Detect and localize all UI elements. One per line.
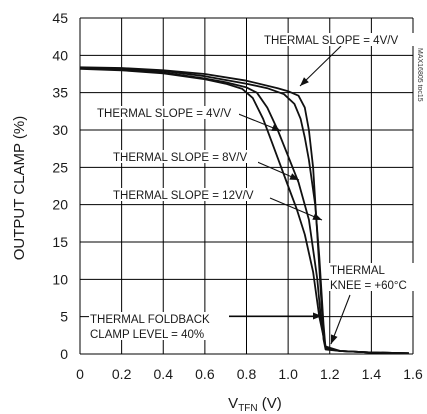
x-tick-label: 1.2 <box>320 366 340 382</box>
y-axis-title: OUTPUT CLAMP (%) <box>11 116 28 260</box>
y-tick-label: 5 <box>60 309 68 325</box>
series-curves <box>79 66 409 355</box>
annotation-thermal: THERMAL <box>330 265 386 277</box>
annotation-slope-4-top: THERMAL SLOPE = 4V/V <box>264 35 398 47</box>
x-axis-title: VTFN (V) <box>228 395 282 414</box>
x-tick-label: 1.6 <box>403 366 423 382</box>
y-tick-label: 40 <box>52 47 68 63</box>
y-tick-label: 0 <box>60 346 68 362</box>
annotation-foldback: THERMAL FOLDBACK <box>90 314 210 326</box>
x-tick-labels: 0 0.2 0.4 0.6 0.8 1.0 1.2 1.4 1.6 <box>76 366 423 382</box>
annotation-clamp-level: CLAMP LEVEL = 40% <box>90 329 204 341</box>
y-tick-label: 45 <box>52 10 68 26</box>
x-tick-label: 1.4 <box>362 366 382 382</box>
leader-foldback <box>229 312 322 320</box>
series-line-4 <box>79 67 409 355</box>
leader-slope-12 <box>269 197 323 221</box>
x-tick-label: 0.2 <box>112 366 132 382</box>
annotation-leaders <box>229 45 351 345</box>
x-axis-title-subscript: TFN <box>238 403 257 414</box>
x-axis-title-unit: (V) <box>258 395 282 412</box>
annotation-slope-12: THERMAL SLOPE = 12V/V <box>113 190 254 202</box>
y-tick-label: 25 <box>52 159 68 175</box>
y-tick-label: 35 <box>52 85 68 101</box>
annotation-slope-8: THERMAL SLOPE = 8V/V <box>113 152 247 164</box>
leader-slope-4 <box>235 112 282 132</box>
x-tick-label: 0.4 <box>154 366 174 382</box>
annotation-knee: KNEE = +60°C <box>330 280 407 292</box>
x-tick-label: 0.6 <box>195 366 215 382</box>
annotation-labels: THERMAL SLOPE = 4V/V THERMAL SLOPE = 4V/… <box>89 33 417 341</box>
x-tick-label: 0 <box>76 366 84 382</box>
y-tick-label: 15 <box>52 234 68 250</box>
leader-slope-8 <box>254 160 300 181</box>
y-tick-label: 10 <box>52 271 68 287</box>
annotation-slope-4: THERMAL SLOPE = 4V/V <box>97 108 231 120</box>
y-tick-labels: 0 5 10 15 20 25 30 35 40 45 <box>52 10 68 362</box>
y-tick-label: 20 <box>52 197 68 213</box>
y-tick-label: 30 <box>52 122 68 138</box>
leader-knee <box>330 294 351 345</box>
figure-id-watermark: MAX16805 toc15 <box>416 48 423 102</box>
x-tick-label: 0.8 <box>237 366 257 382</box>
x-axis-title-main: V <box>228 395 238 412</box>
x-tick-label: 1.0 <box>278 366 298 382</box>
leader-slope-4-top <box>299 45 342 87</box>
